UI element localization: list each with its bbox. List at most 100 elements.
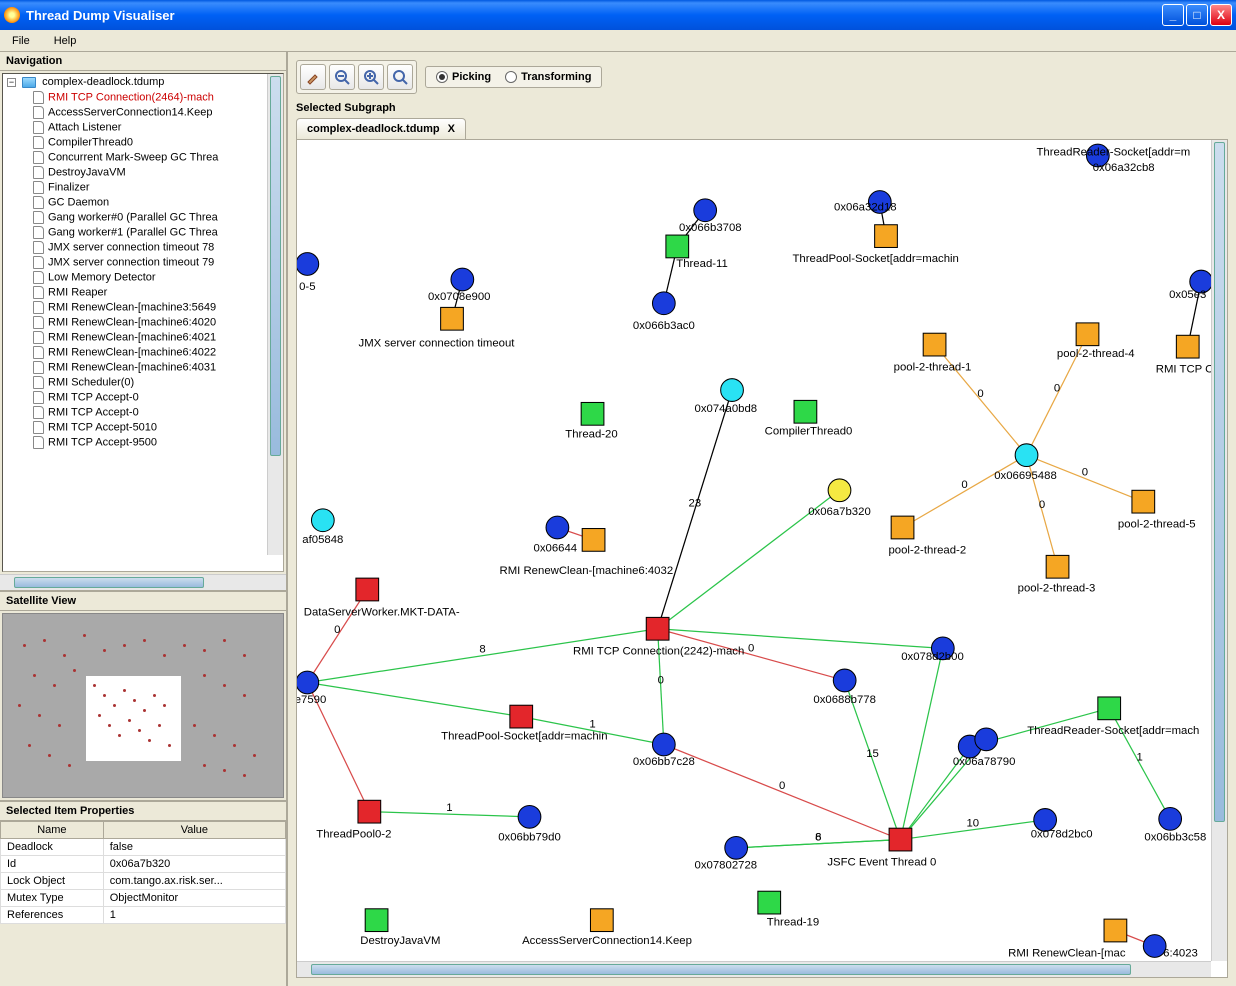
- window-title: Thread Dump Visualiser: [26, 8, 1162, 23]
- tree-item[interactable]: RMI TCP Accept-0: [3, 405, 283, 420]
- svg-text:0x06a7b320: 0x06a7b320: [808, 506, 871, 518]
- menu-file[interactable]: File: [6, 33, 36, 49]
- svg-text:0x06a32d18: 0x06a32d18: [834, 201, 897, 213]
- svg-text:0: 0: [961, 479, 967, 491]
- tree-toggle-icon[interactable]: −: [7, 78, 16, 87]
- svg-text:ThreadPool0-2: ThreadPool0-2: [316, 829, 391, 841]
- tree-item[interactable]: AccessServerConnection14.Keep: [3, 105, 283, 120]
- tree-item[interactable]: RMI RenewClean-[machine6:4022: [3, 345, 283, 360]
- titlebar: Thread Dump Visualiser _ □ X: [0, 0, 1236, 30]
- tree-item[interactable]: RMI Reaper: [3, 285, 283, 300]
- svg-text:0-5: 0-5: [299, 281, 315, 293]
- svg-text:1: 1: [1137, 752, 1143, 764]
- svg-text:0: 0: [658, 675, 664, 687]
- tree-item[interactable]: Concurrent Mark-Sweep GC Threa: [3, 150, 283, 165]
- table-row[interactable]: Lock Objectcom.tango.ax.risk.ser...: [1, 873, 286, 890]
- svg-text:0: 0: [1054, 383, 1060, 395]
- table-row[interactable]: Id0x06a7b320: [1, 856, 286, 873]
- svg-text:0x0688b778: 0x0688b778: [813, 694, 876, 706]
- file-icon: [33, 331, 44, 344]
- file-icon: [33, 316, 44, 329]
- svg-text:Thread-19: Thread-19: [767, 916, 819, 928]
- file-icon: [33, 346, 44, 359]
- props-col-name[interactable]: Name: [1, 822, 104, 839]
- svg-text:RMI TCP Connection(2242)-mach: RMI TCP Connection(2242)-mach: [573, 646, 744, 658]
- svg-text:6:4023: 6:4023: [1163, 947, 1198, 959]
- zoom-in-button[interactable]: [358, 64, 384, 90]
- tab-dump[interactable]: complex-deadlock.tdump X: [296, 118, 466, 139]
- svg-text:Thread-20: Thread-20: [565, 429, 617, 441]
- tree-scrollbar-vertical[interactable]: [267, 74, 283, 555]
- graph-canvas[interactable]: 230800118601510100000 0x066b3708Thread-1…: [296, 139, 1228, 978]
- tree-item[interactable]: RMI TCP Accept-0: [3, 390, 283, 405]
- svg-text:1: 1: [589, 718, 595, 730]
- satellite-view[interactable]: [2, 613, 284, 798]
- tree-root-label[interactable]: complex-deadlock.tdump: [42, 76, 164, 88]
- tree-item[interactable]: RMI Scheduler(0): [3, 375, 283, 390]
- graph-scrollbar-vertical[interactable]: [1211, 140, 1227, 961]
- table-row[interactable]: Deadlockfalse: [1, 839, 286, 856]
- svg-text:6: 6: [815, 832, 821, 844]
- table-row[interactable]: Mutex TypeObjectMonitor: [1, 890, 286, 907]
- menu-help[interactable]: Help: [48, 33, 83, 49]
- folder-icon: [22, 77, 36, 88]
- tree-scrollbar-horizontal[interactable]: [0, 574, 286, 590]
- brush-tool-button[interactable]: [300, 64, 326, 90]
- file-icon: [33, 301, 44, 314]
- tree-item[interactable]: DestroyJavaVM: [3, 165, 283, 180]
- tree-item[interactable]: RMI RenewClean-[machine6:4020: [3, 315, 283, 330]
- props-col-value[interactable]: Value: [103, 822, 285, 839]
- close-button[interactable]: X: [1210, 4, 1232, 26]
- svg-text:DestroyJavaVM: DestroyJavaVM: [360, 935, 440, 947]
- tree-item[interactable]: Low Memory Detector: [3, 270, 283, 285]
- tree-item[interactable]: GC Daemon: [3, 195, 283, 210]
- tree-item[interactable]: RMI TCP Accept-5010: [3, 420, 283, 435]
- tree-item[interactable]: Finalizer: [3, 180, 283, 195]
- file-icon: [33, 106, 44, 119]
- svg-text:AccessServerConnection14.Keep: AccessServerConnection14.Keep: [522, 935, 692, 947]
- file-icon: [33, 421, 44, 434]
- svg-text:pool-2-thread-3: pool-2-thread-3: [1018, 583, 1096, 595]
- tree-item[interactable]: RMI TCP Accept-9500: [3, 435, 283, 450]
- svg-text:0: 0: [334, 624, 340, 636]
- file-icon: [33, 181, 44, 194]
- tree-item[interactable]: RMI RenewClean-[machine6:4021: [3, 330, 283, 345]
- tree-item[interactable]: Attach Listener: [3, 120, 283, 135]
- svg-text:0x074a0bd8: 0x074a0bd8: [695, 403, 758, 415]
- zoom-out-button[interactable]: [329, 64, 355, 90]
- svg-text:0x066b3ac0: 0x066b3ac0: [633, 320, 695, 332]
- svg-text:pool-2-thread-5: pool-2-thread-5: [1118, 519, 1196, 531]
- navigation-tree[interactable]: − complex-deadlock.tdump RMI TCP Connect…: [2, 73, 284, 572]
- svg-text:0: 0: [977, 388, 983, 400]
- svg-text:0x06bb3c58: 0x06bb3c58: [1144, 832, 1206, 844]
- app-icon: [4, 7, 20, 23]
- tree-item[interactable]: RMI RenewClean-[machine3:5649: [3, 300, 283, 315]
- properties-header: Selected Item Properties: [0, 802, 286, 821]
- svg-text:Thread-11: Thread-11: [676, 258, 728, 270]
- svg-text:0: 0: [1082, 466, 1088, 478]
- tree-item[interactable]: CompilerThread0: [3, 135, 283, 150]
- table-row[interactable]: References1: [1, 907, 286, 924]
- zoom-fit-button[interactable]: [387, 64, 413, 90]
- tree-item[interactable]: JMX server connection timeout 79: [3, 255, 283, 270]
- satellite-viewport-rect[interactable]: [86, 676, 181, 761]
- tree-item[interactable]: Gang worker#1 (Parallel GC Threa: [3, 225, 283, 240]
- tree-item[interactable]: RMI RenewClean-[machine6:4031: [3, 360, 283, 375]
- subgraph-label: Selected Subgraph: [288, 102, 1236, 118]
- tree-item[interactable]: JMX server connection timeout 78: [3, 240, 283, 255]
- tab-close-icon[interactable]: X: [448, 123, 455, 135]
- tree-item[interactable]: Gang worker#0 (Parallel GC Threa: [3, 210, 283, 225]
- mode-transforming-radio[interactable]: Transforming: [505, 71, 591, 83]
- svg-text:0x06bb79d0: 0x06bb79d0: [498, 832, 561, 844]
- svg-text:pool-2-thread-2: pool-2-thread-2: [888, 544, 966, 556]
- svg-text:0x06a78790: 0x06a78790: [953, 756, 1016, 768]
- svg-text:0: 0: [779, 780, 785, 792]
- maximize-button[interactable]: □: [1186, 4, 1208, 26]
- mode-picking-radio[interactable]: Picking: [436, 71, 491, 83]
- minimize-button[interactable]: _: [1162, 4, 1184, 26]
- file-icon: [33, 211, 44, 224]
- navigation-header: Navigation: [0, 52, 286, 71]
- graph-scrollbar-horizontal[interactable]: [297, 961, 1211, 977]
- svg-text:JMX server connection timeout: JMX server connection timeout: [359, 338, 516, 350]
- tree-item[interactable]: RMI TCP Connection(2464)-mach: [3, 90, 283, 105]
